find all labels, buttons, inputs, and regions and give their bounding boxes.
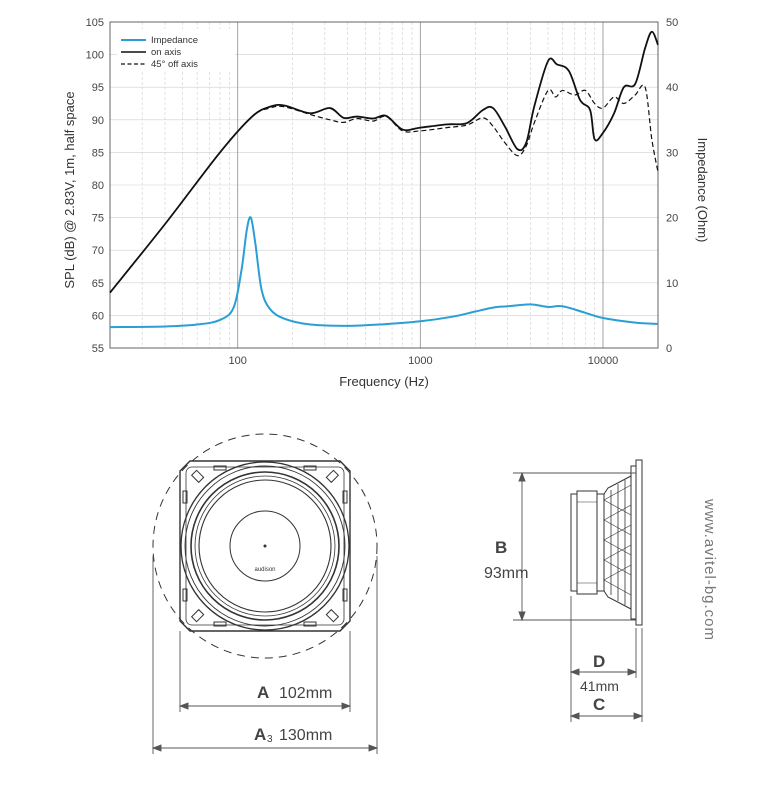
- series-off-axis-line: [109, 84, 659, 293]
- y-tick-label-1: 60: [92, 310, 104, 322]
- dimension-d-c: [569, 596, 644, 722]
- dust-cap: [229, 510, 301, 582]
- dimension-a3: [151, 556, 379, 754]
- frame-slot-bottom-2: [303, 621, 317, 627]
- mounting-hole-bottom-left: [190, 608, 205, 623]
- brand-label: audison: [254, 567, 275, 573]
- frequency-response-chart: 55 60 65 70 75 80 85 90 95 100 105 0 10 20 30 40 50 100…: [62, 17, 710, 389]
- frame-slot-left-1: [182, 490, 188, 504]
- basket-ring: [184, 465, 346, 627]
- side-back-plate: [570, 493, 578, 592]
- y-axis-label: SPL (dB) @ 2.83V, 1m, half space: [62, 91, 77, 288]
- surround-ring-outer: [190, 471, 340, 621]
- dim-b-value: 93mm: [484, 565, 528, 582]
- frame-slot-right-2: [342, 588, 348, 602]
- dim-d-value: 41mm: [580, 678, 619, 694]
- dim-a-arrow-right: [341, 702, 352, 710]
- side-basket-top: [603, 475, 632, 495]
- x-tick-label-0: 100: [228, 355, 246, 367]
- y2-tick-label-5: 50: [666, 17, 678, 29]
- dim-a3-arrow-left: [151, 744, 162, 752]
- mounting-frame: [179, 460, 351, 632]
- dim-a3-arrow-right: [368, 744, 379, 752]
- y-tick-label-10: 105: [86, 17, 104, 29]
- dim-d-letter: D: [593, 652, 605, 671]
- mounting-hole-top-right: [325, 469, 340, 484]
- y-tick-label-4: 75: [92, 213, 104, 225]
- y-tick-label-7: 90: [92, 115, 104, 127]
- frame-inner-border: [185, 466, 345, 626]
- y2-tick-labels: 0 10 20 30 40 50: [666, 17, 678, 355]
- y2-tick-label-2: 20: [666, 213, 678, 225]
- dimension-drawing: audison A 102mm A 3 130mm: [151, 433, 718, 754]
- y-tick-label-0: 55: [92, 343, 104, 355]
- dim-a-letter: A: [257, 683, 269, 702]
- dim-a-arrow-left: [178, 702, 189, 710]
- side-basket-frame: [603, 480, 626, 605]
- dimension-b: [513, 471, 636, 622]
- frame-slot-bottom-1: [213, 621, 227, 627]
- frame-slot-top-1: [213, 465, 227, 471]
- dim-b-arrow-bottom: [518, 611, 526, 622]
- dim-a3-value: 130mm: [279, 727, 332, 744]
- dim-a-value: 102mm: [279, 685, 332, 702]
- frame-slot-top-2: [303, 465, 317, 471]
- frame-slot-right-1: [342, 490, 348, 504]
- y-tick-labels: 55 60 65 70 75 80 85 90 95 100 105: [86, 17, 104, 355]
- speaker-front-view: audison: [152, 433, 378, 659]
- dim-c-arrow-right: [633, 712, 644, 720]
- legend-label-impedance: Impedance: [151, 35, 198, 46]
- y2-tick-label-1: 10: [666, 278, 678, 290]
- side-basket-ribs: [603, 484, 632, 596]
- y-tick-label-2: 65: [92, 278, 104, 290]
- side-gasket: [630, 465, 637, 620]
- dim-d-arrow-right: [627, 668, 638, 676]
- dim-d-arrow-left: [569, 668, 580, 676]
- center-dot: [263, 544, 267, 548]
- mounting-hole-top-left: [190, 469, 205, 484]
- plot-frame: [109, 21, 659, 349]
- surround-ring-inner: [198, 479, 332, 613]
- x-axis-label: Frequency (Hz): [339, 374, 429, 389]
- basket-ring-outer: [180, 461, 350, 631]
- dim-b-letter: B: [495, 538, 507, 557]
- series-impedance-line: [109, 216, 659, 329]
- website-label: www.avitel-bg.com: [701, 498, 718, 641]
- y-tick-label-8: 95: [92, 82, 104, 94]
- legend-label-on-axis: on axis: [151, 47, 181, 58]
- speaker-side-view: [570, 459, 643, 626]
- x-tick-labels: 100 1000 10000: [228, 355, 618, 367]
- y-tick-label-6: 85: [92, 147, 104, 159]
- y2-tick-label-4: 40: [666, 82, 678, 94]
- dimension-a: [178, 631, 352, 712]
- x-tick-label-1: 1000: [408, 355, 432, 367]
- y2-tick-label-0: 0: [666, 343, 672, 355]
- frame-slot-left-2: [182, 588, 188, 602]
- series-lines: [109, 30, 659, 329]
- y-tick-label-3: 70: [92, 245, 104, 257]
- dim-c-letter: C: [593, 695, 605, 714]
- side-basket-bottom: [603, 590, 632, 610]
- side-magnet-plate: [596, 493, 605, 592]
- y-tick-label-9: 100: [86, 50, 104, 62]
- dim-a3-letter: A: [254, 725, 266, 744]
- mounting-holes: [182, 465, 348, 627]
- y2-axis-label: Impedance (Ohm): [695, 138, 710, 243]
- series-on-axis-line: [109, 30, 659, 294]
- y-tick-label-5: 80: [92, 180, 104, 192]
- y2-tick-label-3: 30: [666, 147, 678, 159]
- x-tick-label-2: 10000: [588, 355, 619, 367]
- side-magnet: [576, 490, 598, 595]
- surround-ring-mid: [194, 475, 336, 617]
- side-front-flange: [635, 459, 643, 626]
- outer-dashed-circle: [152, 433, 378, 659]
- dim-c-arrow-left: [569, 712, 580, 720]
- legend: Impedance on axis 45° off axis: [117, 29, 235, 71]
- dim-b-arrow-top: [518, 471, 526, 482]
- mounting-hole-bottom-right: [325, 608, 340, 623]
- dim-a3-subscript: 3: [267, 734, 273, 745]
- legend-label-off-axis: 45° off axis: [151, 59, 198, 70]
